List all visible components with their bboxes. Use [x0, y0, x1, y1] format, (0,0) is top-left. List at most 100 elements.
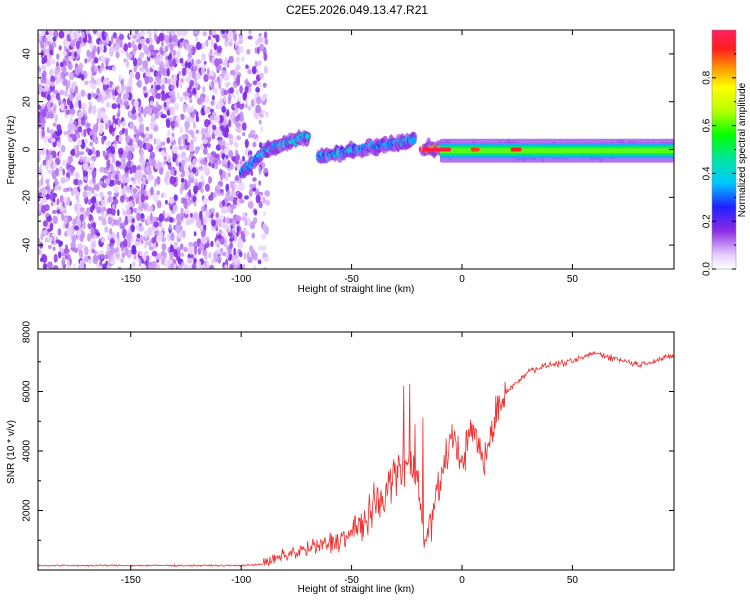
spectrogram-cell — [208, 208, 213, 216]
spectrogram-cell — [151, 250, 158, 257]
spectrogram-cell — [166, 119, 171, 128]
spectrogram-cell — [107, 216, 113, 225]
spectrogram-cell — [229, 180, 234, 188]
spectrogram-cell — [258, 60, 262, 66]
spectrogram-cell — [235, 115, 240, 123]
spectrogram-cell — [182, 103, 187, 113]
spectrogram-cell — [99, 259, 103, 267]
spectrogram-cell — [255, 194, 261, 204]
spectrogram-cell — [192, 195, 197, 203]
spectrogram-cell — [226, 110, 230, 116]
spectrogram-cell — [166, 68, 170, 77]
spectrogram-cell — [60, 74, 64, 79]
spectrogram-cell — [55, 78, 59, 86]
spectrogram-cell — [118, 173, 123, 180]
spectrogram-cell — [52, 246, 56, 251]
spectrogram-cell — [245, 103, 248, 109]
spectrogram-cell — [187, 52, 193, 59]
spectrogram-cell — [99, 166, 106, 173]
spectrogram-cell — [242, 263, 246, 269]
spectrogram-cell — [99, 40, 104, 45]
spectrogram-cell — [234, 142, 239, 148]
spectrogram-cell — [215, 78, 219, 83]
spectrogram-cell — [127, 110, 131, 118]
spectrogram-cell — [235, 88, 239, 96]
spectrogram-cell — [184, 120, 190, 130]
spectrogram-cell — [182, 230, 186, 239]
spectrogram-cell — [46, 216, 52, 223]
spectrogram-cell — [122, 158, 126, 165]
spectrogram-cell — [84, 138, 88, 144]
spectrogram-cell — [244, 99, 249, 104]
spectrogram-cell — [175, 213, 182, 222]
spectrogram-cell — [91, 187, 95, 194]
spectrogram-cell — [136, 212, 141, 222]
spectrogram-cell — [107, 148, 111, 156]
spectrogram-cell — [249, 129, 256, 135]
spectrogram-cell — [38, 149, 42, 155]
spectrogram-cell — [71, 50, 75, 60]
spectrogram-cell — [176, 232, 183, 239]
spectrogram-cell — [130, 177, 136, 182]
spectrogram-cell — [41, 254, 48, 263]
spectrogram-cell — [80, 74, 85, 81]
spectrogram-cell — [147, 227, 154, 236]
spectrogram-cell — [60, 252, 66, 257]
spectrogram-cell — [68, 93, 74, 102]
spectrogram-cell — [127, 239, 131, 249]
spectrogram-cell — [182, 67, 187, 77]
spectrogram-cell — [202, 41, 206, 50]
spectrogram-cell — [176, 30, 182, 36]
spectrogram-cell — [253, 209, 258, 216]
spectrogram-cell — [161, 192, 164, 199]
spectrogram-cell — [96, 88, 100, 94]
spectrogram-cell — [200, 93, 204, 103]
spectrogram-cell — [181, 134, 187, 140]
spectrogram-cell — [155, 84, 161, 91]
spectrogram-cell — [131, 218, 135, 224]
spectrogram-xtick-label: -150 — [121, 274, 141, 285]
spectrogram-cell — [194, 146, 199, 155]
spectrogram-cell — [225, 30, 229, 34]
spectrogram-cell — [135, 71, 141, 80]
spectrogram-cell — [239, 116, 245, 122]
spectrogram-cell — [227, 133, 234, 140]
spectrogram-cell — [112, 203, 116, 210]
snr-marks — [38, 350, 674, 568]
spectrogram-cell — [153, 178, 157, 188]
spectrogram-cell — [136, 79, 142, 89]
spectrogram-cell — [216, 184, 222, 190]
spectrogram-cell — [74, 171, 80, 181]
spectrogram-cell — [139, 250, 144, 257]
spectrogram-cell — [255, 39, 260, 46]
spectrogram-cell — [89, 131, 94, 136]
spectrogram-cell — [112, 32, 118, 39]
spectrogram-cell — [238, 45, 244, 53]
spectrogram-cell — [148, 31, 152, 39]
spectrogram-cell — [84, 92, 88, 97]
spectrogram-cell — [45, 236, 49, 243]
spectrogram-cell — [109, 124, 114, 134]
spectrogram-cell — [117, 118, 121, 128]
spectrogram-cell — [237, 127, 242, 133]
spectrogram-cell — [104, 154, 109, 161]
spectrogram-cell — [206, 67, 210, 77]
spectrogram-cell — [127, 154, 132, 161]
spectrogram-cell — [180, 252, 185, 257]
spectrogram-cell — [54, 113, 58, 123]
spectrogram-cell — [255, 86, 260, 93]
spectrogram-cell — [204, 183, 210, 192]
spectrogram-cell — [55, 130, 61, 137]
spectrogram-cell — [227, 225, 231, 233]
spectrogram-cell — [91, 169, 97, 179]
spectrogram-cell — [237, 192, 243, 200]
spectrogram-cell — [165, 212, 170, 217]
spectrogram-cell — [92, 242, 96, 248]
spectrogram-cell — [189, 163, 193, 170]
spectrogram-cell — [179, 243, 184, 250]
spectrogram-cell — [246, 48, 251, 55]
spectrogram-cell — [167, 258, 171, 267]
spectrogram-cell — [226, 63, 230, 68]
spectrogram-cell — [107, 190, 113, 196]
spectrogram-cell — [179, 82, 183, 89]
